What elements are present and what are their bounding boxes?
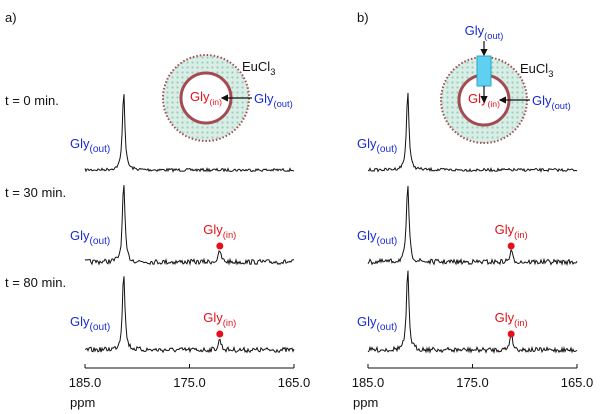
spectrum — [367, 270, 578, 355]
label-sub: (out) — [90, 236, 111, 247]
label-sub: (in) — [210, 97, 223, 107]
out-label: Gly(out) — [70, 228, 110, 247]
in-label: Gly(in) — [203, 222, 236, 240]
label-main: Gly — [357, 228, 377, 243]
top-label: Gly(out) — [465, 23, 504, 41]
label-sub: (out) — [274, 99, 293, 109]
time-label: t = 80 min. — [5, 275, 66, 290]
label-main: Gly — [465, 23, 485, 38]
in-label: Gly(in) — [495, 310, 528, 328]
label-main: Gly — [70, 228, 90, 243]
label-sub: (in) — [223, 318, 237, 328]
spectrum — [367, 92, 578, 173]
in-peak-dot — [216, 330, 224, 338]
time-label: t = 0 min. — [5, 93, 59, 108]
in-label: Gly(in) — [203, 310, 236, 328]
label-main: Gly — [70, 136, 90, 151]
x-tick-label: 175.0 — [173, 375, 206, 390]
in-label: Gly(in) — [495, 222, 528, 240]
label-main: Gly — [357, 136, 377, 151]
out-label: Gly(out) — [70, 314, 110, 333]
outer-label: Gly(out) — [532, 93, 571, 111]
label-sub: (out) — [90, 322, 111, 333]
label-main: Gly — [203, 222, 223, 237]
label-sub: 3 — [270, 67, 275, 77]
label-main: EuCl — [242, 59, 270, 74]
out-label: Gly(out) — [357, 136, 397, 155]
label-sub: (out) — [377, 322, 398, 333]
label-main: Gly — [532, 93, 552, 108]
spectrum — [84, 94, 295, 173]
x-tick-label: 165.0 — [561, 375, 594, 390]
salt-label: EuCl3 — [520, 61, 553, 79]
in-peak-dot — [507, 330, 515, 338]
x-tick-label: 185.0 — [69, 375, 102, 390]
label-sub: (in) — [488, 99, 501, 109]
label-sub: (out) — [90, 144, 111, 155]
label-sub: (out) — [484, 31, 503, 41]
label-main: Gly — [495, 222, 515, 237]
x-tick-label: 175.0 — [456, 375, 489, 390]
label-main: EuCl — [520, 61, 548, 76]
label-main: Gly — [70, 314, 90, 329]
label-main: Gly — [190, 89, 210, 104]
out-label: Gly(out) — [70, 136, 110, 155]
time-label: t = 30 min. — [5, 185, 66, 200]
inner-label: Gly(in) — [190, 89, 222, 107]
x-unit: ppm — [353, 395, 378, 410]
label-sub: (in) — [514, 230, 528, 240]
in-peak-dot — [216, 242, 224, 250]
label-main: Gly — [203, 310, 223, 325]
label-main: Gly — [254, 91, 274, 106]
in-peak-dot — [507, 242, 515, 250]
panel-label: a) — [5, 10, 17, 25]
channel — [476, 55, 492, 87]
spectrum — [84, 185, 295, 266]
label-sub: (out) — [377, 236, 398, 247]
out-label: Gly(out) — [357, 314, 397, 333]
x-unit: ppm — [70, 395, 95, 410]
label-sub: (out) — [377, 144, 398, 155]
label-sub: (in) — [514, 318, 528, 328]
label-main: Gly — [468, 91, 488, 106]
out-label: Gly(out) — [357, 228, 397, 247]
spectrum — [84, 276, 295, 354]
salt-label: EuCl3 — [242, 59, 275, 77]
label-sub: 3 — [548, 69, 553, 79]
label-sub: (in) — [223, 230, 237, 240]
outer-label: Gly(out) — [254, 91, 293, 109]
panel-label: b) — [357, 10, 369, 25]
spectrum — [367, 185, 578, 267]
x-tick-label: 165.0 — [278, 375, 311, 390]
x-tick-label: 185.0 — [352, 375, 385, 390]
label-main: Gly — [357, 314, 377, 329]
label-main: Gly — [495, 310, 515, 325]
label-sub: (out) — [552, 101, 571, 111]
